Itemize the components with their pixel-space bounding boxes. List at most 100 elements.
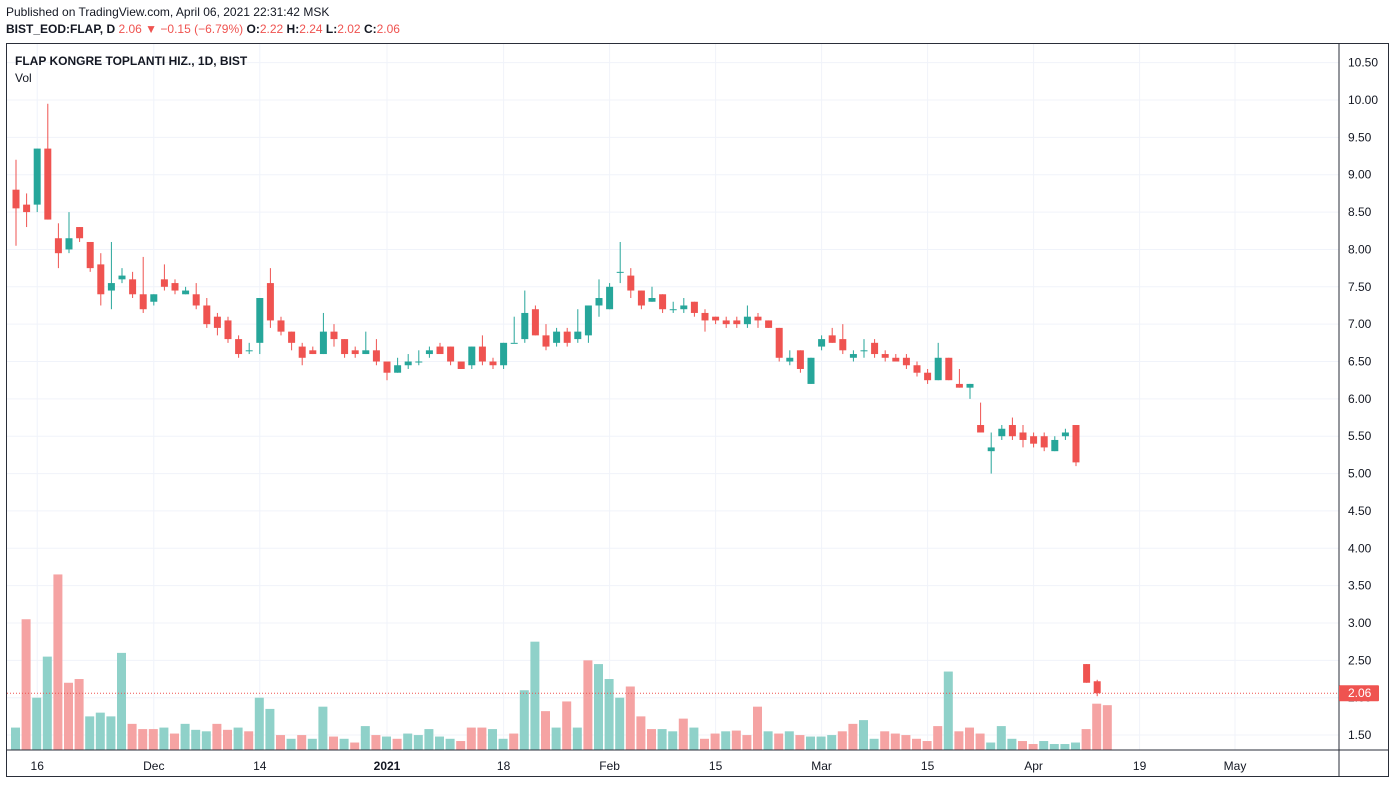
volume-bar — [816, 736, 826, 750]
symbol-label[interactable]: BIST_EOD:FLAP, D — [6, 22, 116, 36]
candle-body — [807, 357, 815, 384]
candle-body — [372, 350, 380, 362]
candle-body — [765, 320, 773, 328]
candle-body — [1072, 425, 1080, 463]
close-value: 2.06 — [376, 22, 400, 36]
candle-body — [1040, 436, 1048, 448]
candle-body — [648, 298, 656, 302]
volume-bar — [530, 641, 540, 750]
candle-body — [23, 204, 31, 213]
volume-bar — [170, 733, 179, 750]
volume-bar — [413, 735, 423, 750]
volume-bar — [106, 716, 116, 750]
volume-bars — [11, 574, 1112, 750]
candle-body — [595, 298, 603, 306]
volume-bar — [403, 733, 413, 750]
volume-bar — [212, 723, 222, 750]
volume-bar — [286, 738, 296, 750]
volume-bar — [922, 741, 932, 750]
volume-bar — [21, 619, 31, 750]
candle-body — [902, 357, 910, 366]
volume-bar — [753, 706, 762, 750]
y-tick-label: 5.50 — [1348, 429, 1372, 443]
y-tick-label: 4.50 — [1348, 504, 1372, 518]
candle-body — [192, 294, 200, 306]
candle-body — [606, 286, 614, 310]
candle-body — [722, 320, 730, 325]
volume-bar — [350, 742, 360, 750]
y-tick-label: 6.50 — [1348, 355, 1372, 369]
volume-bar — [859, 720, 868, 750]
candle-body — [171, 283, 179, 291]
open-value: 2.22 — [259, 22, 284, 36]
chart-frame[interactable] — [6, 43, 1389, 777]
volume-bar — [127, 723, 137, 750]
volume-bar — [604, 679, 614, 750]
candle-body — [436, 346, 444, 355]
x-tick-label: 15 — [921, 759, 935, 773]
volume-bar — [880, 731, 890, 750]
y-tick-label: 10.00 — [1348, 93, 1378, 107]
candle-body — [86, 241, 94, 269]
close-label: C: — [363, 22, 377, 36]
volume-bar — [731, 730, 741, 750]
candle-body — [118, 275, 126, 280]
volume-bar — [360, 726, 370, 750]
down-arrow-icon: ▼ — [145, 22, 158, 36]
candle-body — [139, 294, 147, 310]
volume-bar — [148, 729, 158, 750]
volume-bar — [965, 727, 974, 750]
candle-body — [786, 357, 794, 362]
volume-bar — [53, 574, 63, 750]
candle-body — [97, 264, 105, 295]
volume-bar — [307, 738, 317, 750]
candle-body — [235, 339, 243, 355]
candle-body — [542, 335, 550, 347]
volume-bar — [85, 716, 95, 750]
high-value: 2.24 — [299, 22, 323, 36]
candle-body — [659, 294, 667, 310]
candle-body — [510, 342, 518, 344]
candle-body — [500, 342, 508, 366]
candle-body — [1051, 439, 1059, 452]
candle-body — [955, 383, 963, 388]
volume-bar — [636, 716, 646, 750]
y-tick-label: 6.00 — [1348, 392, 1372, 406]
volume-bar — [201, 731, 211, 750]
candle-body — [76, 227, 84, 239]
candle-body — [1061, 432, 1069, 437]
volume-bar — [339, 738, 349, 750]
volume-bar — [382, 736, 391, 750]
candle-body — [701, 312, 709, 321]
x-tick-label: 15 — [709, 759, 723, 773]
volume-bar — [1081, 729, 1091, 750]
candle-body — [256, 298, 264, 343]
candle-body — [65, 238, 73, 250]
volume-bar — [233, 727, 243, 750]
candle-body — [266, 283, 274, 321]
volume-bar — [64, 682, 73, 750]
volume-bar — [1060, 744, 1070, 750]
candle-body — [627, 275, 635, 291]
volume-bar — [912, 738, 921, 750]
candle-body — [44, 148, 52, 220]
candle-body — [563, 331, 571, 343]
price-tag-box — [1339, 685, 1379, 702]
volume-bar — [519, 690, 529, 750]
volume-bar — [445, 738, 455, 750]
volume-bar — [541, 711, 550, 750]
y-tick-label: 2.50 — [1348, 653, 1372, 667]
volume-bar — [180, 723, 190, 750]
candle-body — [362, 350, 370, 355]
volume-bar — [42, 656, 52, 750]
ohlc-legend: BIST_EOD:FLAP, D 2.06 ▼ −0.15 (−6.79%) O… — [6, 22, 400, 36]
volume-bar — [223, 729, 232, 750]
volume-bar — [392, 738, 402, 750]
volume-bar — [827, 735, 837, 750]
volume-bar — [117, 652, 126, 750]
volume-bar — [562, 701, 572, 750]
candle-body — [489, 361, 497, 366]
price-tag: 2.06 — [1348, 686, 1372, 700]
last-price: 2.06 — [118, 22, 142, 36]
